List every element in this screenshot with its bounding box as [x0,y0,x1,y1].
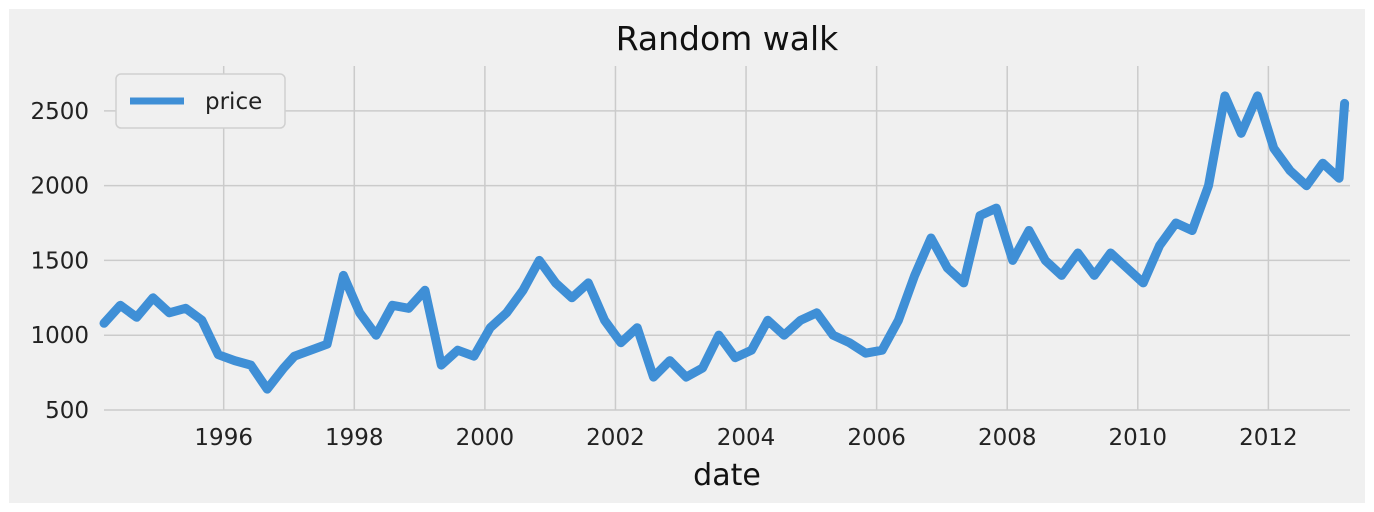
chart-figure: Random walk 500 1000 1500 2000 2500 1996 1998… [9,9,1365,503]
x-tick-label: 1998 [325,425,384,451]
x-tick-label: 2010 [1109,425,1168,451]
x-tick-label: 2008 [978,425,1037,451]
x-tick-label: 2000 [456,425,515,451]
y-tick-label: 2000 [30,174,89,200]
y-tick-label: 2500 [30,99,89,125]
legend-box [115,73,286,129]
x-tick-label: 2002 [586,425,645,451]
x-tick-label: 2012 [1239,425,1298,451]
x-axis-label: date [693,458,761,493]
x-tick-labels: 1996 1998 2000 2002 2004 2006 2008 2010 2012 [194,425,1297,451]
series-line-price [99,91,1350,394]
y-tick-label: 500 [45,398,89,424]
x-tick-label: 2004 [717,425,776,451]
y-tick-labels: 500 1000 1500 2000 2500 [30,99,89,424]
x-tick-label: 1996 [194,425,253,451]
legend: price [115,73,286,129]
chart-svg: Random walk 500 1000 1500 2000 2500 1996 1998… [30,19,1350,493]
y-tick-label: 1500 [30,248,89,274]
series-layer [99,91,1350,394]
legend-label-price: price [205,89,262,115]
x-tick-label: 2006 [847,425,906,451]
y-tick-label: 1000 [30,323,89,349]
chart-title: Random walk [616,19,839,58]
